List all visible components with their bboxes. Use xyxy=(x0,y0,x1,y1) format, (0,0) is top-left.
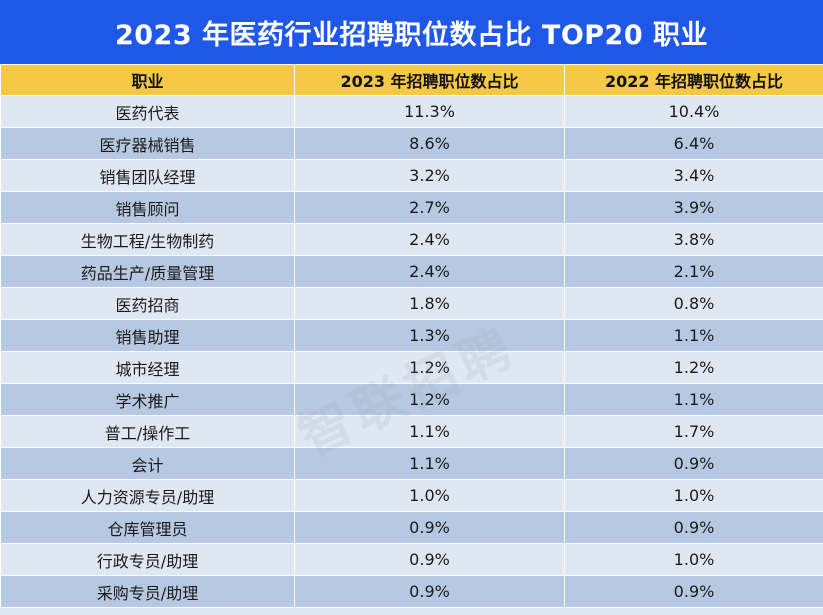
cell-2022-share: 2.1% xyxy=(564,255,823,288)
cell-2023-share: 1.2% xyxy=(294,351,565,384)
column-header-occupation: 职业 xyxy=(0,64,295,96)
cell-occupation: 城市经理 xyxy=(0,351,295,384)
cell-2023-share: 2.4% xyxy=(294,255,565,288)
column-header-2023-share: 2023 年招聘职位数占比 xyxy=(294,64,565,96)
cell-2022-share: 1.0% xyxy=(564,479,823,512)
cell-occupation: 仓库管理员 xyxy=(0,511,295,544)
cell-2023-share: 1.1% xyxy=(294,415,565,448)
table-row: 医药代表 11.3% 10.4% xyxy=(0,95,823,128)
cell-occupation: 药品生产/质量管理 xyxy=(0,255,295,288)
cell-occupation: 医药招商 xyxy=(0,287,295,320)
cell-2022-share: 0.9% xyxy=(564,575,823,608)
cell-occupation: 销售助理 xyxy=(0,319,295,352)
cell-2023-share: 2.4% xyxy=(294,223,565,256)
data-table: 职业 2023 年招聘职位数占比 2022 年招聘职位数占比 医药代表 11.3%… xyxy=(0,64,823,608)
cell-2022-share: 0.9% xyxy=(564,447,823,480)
cell-occupation: 采购专员/助理 xyxy=(0,575,295,608)
cell-2022-share: 1.1% xyxy=(564,383,823,416)
table-row: 行政专员/助理 0.9% 1.0% xyxy=(0,543,823,576)
cell-2023-share: 1.0% xyxy=(294,479,565,512)
table-row: 仓库管理员 0.9% 0.9% xyxy=(0,511,823,544)
cell-2023-share: 1.8% xyxy=(294,287,565,320)
cell-occupation: 普工/操作工 xyxy=(0,415,295,448)
cell-occupation: 销售顾问 xyxy=(0,191,295,224)
cell-occupation: 生物工程/生物制药 xyxy=(0,223,295,256)
table-row: 医疗器械销售 8.6% 6.4% xyxy=(0,127,823,160)
cell-2023-share: 0.9% xyxy=(294,543,565,576)
table-row: 人力资源专员/助理 1.0% 1.0% xyxy=(0,479,823,512)
cell-occupation: 会计 xyxy=(0,447,295,480)
table-row: 销售顾问 2.7% 3.9% xyxy=(0,191,823,224)
cell-2023-share: 2.7% xyxy=(294,191,565,224)
cell-2022-share: 3.9% xyxy=(564,191,823,224)
cell-occupation: 行政专员/助理 xyxy=(0,543,295,576)
table-row: 采购专员/助理 0.9% 0.9% xyxy=(0,575,823,608)
cell-2023-share: 3.2% xyxy=(294,159,565,192)
cell-2022-share: 1.1% xyxy=(564,319,823,352)
table-row: 生物工程/生物制药 2.4% 3.8% xyxy=(0,223,823,256)
table-row: 普工/操作工 1.1% 1.7% xyxy=(0,415,823,448)
cell-2023-share: 1.1% xyxy=(294,447,565,480)
cell-occupation: 医疗器械销售 xyxy=(0,127,295,160)
cell-occupation: 销售团队经理 xyxy=(0,159,295,192)
column-header-2022-share: 2022 年招聘职位数占比 xyxy=(564,64,823,96)
table-row: 销售助理 1.3% 1.1% xyxy=(0,319,823,352)
cell-2022-share: 0.8% xyxy=(564,287,823,320)
cell-occupation: 学术推广 xyxy=(0,383,295,416)
cell-2022-share: 1.0% xyxy=(564,543,823,576)
cell-2023-share: 0.9% xyxy=(294,575,565,608)
cell-2023-share: 1.2% xyxy=(294,383,565,416)
cell-2023-share: 11.3% xyxy=(294,95,565,128)
cell-2023-share: 8.6% xyxy=(294,127,565,160)
page-title: 2023 年医药行业招聘职位数占比 TOP20 职业 xyxy=(0,0,823,64)
cell-2023-share: 0.9% xyxy=(294,511,565,544)
cell-2022-share: 1.7% xyxy=(564,415,823,448)
table-row: 城市经理 1.2% 1.2% xyxy=(0,351,823,384)
cell-2022-share: 0.9% xyxy=(564,511,823,544)
cell-occupation: 医药代表 xyxy=(0,95,295,128)
table-row: 学术推广 1.2% 1.1% xyxy=(0,383,823,416)
table-row: 药品生产/质量管理 2.4% 2.1% xyxy=(0,255,823,288)
table-row: 会计 1.1% 0.9% xyxy=(0,447,823,480)
cell-occupation: 人力资源专员/助理 xyxy=(0,479,295,512)
table-header-row: 职业 2023 年招聘职位数占比 2022 年招聘职位数占比 xyxy=(0,64,823,96)
cell-2022-share: 6.4% xyxy=(564,127,823,160)
table-row: 销售团队经理 3.2% 3.4% xyxy=(0,159,823,192)
cell-2022-share: 3.4% xyxy=(564,159,823,192)
table-row: 医药招商 1.8% 0.8% xyxy=(0,287,823,320)
cell-2023-share: 1.3% xyxy=(294,319,565,352)
cell-2022-share: 3.8% xyxy=(564,223,823,256)
table-body: 医药代表 11.3% 10.4% 医疗器械销售 8.6% 6.4% 销售团队经理 3.2% 3.… xyxy=(0,95,823,608)
cell-2022-share: 10.4% xyxy=(564,95,823,128)
cell-2022-share: 1.2% xyxy=(564,351,823,384)
